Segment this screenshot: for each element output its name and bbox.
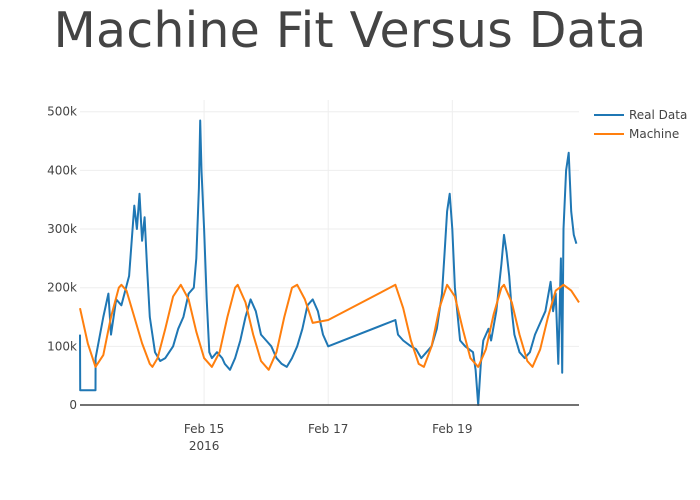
legend-label: Real Data bbox=[629, 108, 687, 122]
legend-item[interactable]: Machine bbox=[594, 127, 679, 141]
legend[interactable]: Real Data Machine bbox=[594, 108, 687, 141]
series-line-real-data bbox=[79, 119, 578, 406]
y-tick-label: 200k bbox=[47, 281, 77, 295]
series-layer bbox=[79, 119, 580, 406]
y-tick-label: 400k bbox=[47, 163, 77, 177]
y-tick-label: 100k bbox=[47, 339, 77, 353]
grid bbox=[80, 100, 579, 405]
x-tick-label: Feb 17 bbox=[308, 422, 348, 436]
x-tick-label: Feb 19 bbox=[432, 422, 472, 436]
legend-item[interactable]: Real Data bbox=[594, 108, 687, 122]
x-tick-label: Feb 15 bbox=[184, 422, 224, 436]
series-line-machine bbox=[79, 283, 580, 371]
axes: 0 100k 200k 300k 400k 500k Feb 15 2016 Feb 17 Feb… bbox=[47, 105, 579, 453]
legend-label: Machine bbox=[629, 127, 679, 141]
y-tick-label: 0 bbox=[69, 398, 77, 412]
y-tick-label: 300k bbox=[47, 222, 77, 236]
y-tick-label: 500k bbox=[47, 105, 77, 119]
chart-title: Machine Fit Versus Data bbox=[53, 2, 647, 59]
x-tick-sublabel: 2016 bbox=[189, 439, 220, 453]
